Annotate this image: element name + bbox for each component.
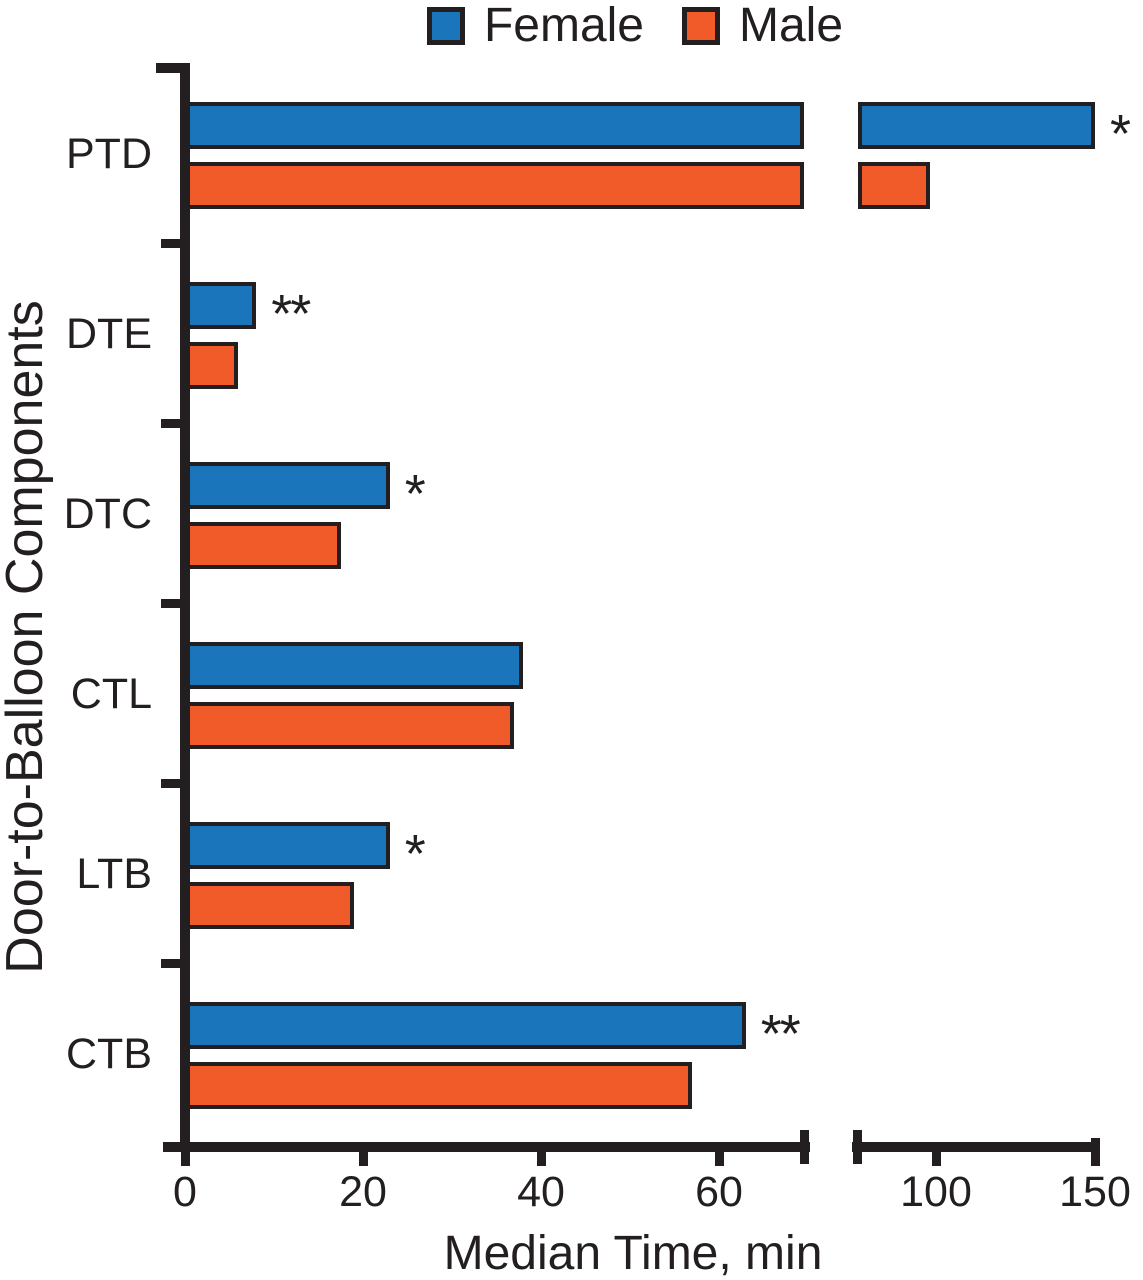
x-axis-line-segment1 [163, 1142, 810, 1152]
category-label-dtc: DTC [63, 490, 152, 538]
x-axis-tick-label: 150 [1059, 1168, 1131, 1216]
x-axis-tick-label: 100 [900, 1168, 972, 1216]
axis-break-cap-right [853, 1130, 862, 1164]
bar-ptd-female-continuation [858, 102, 1095, 149]
bar-dtc-male [186, 522, 341, 569]
y-axis-group-tick [161, 959, 185, 968]
y-axis-group-tick [161, 419, 185, 428]
significance-annotation-ctb: ** [760, 1004, 801, 1064]
y-axis-group-tick [161, 599, 185, 608]
x-axis-tick-label: 60 [695, 1168, 743, 1216]
x-axis-tick [180, 1152, 190, 1166]
legend: Female Male [130, 0, 1140, 52]
bar-ptd-female [186, 102, 804, 149]
bar-dte-male [186, 342, 239, 389]
x-axis-title: Median Time, min [443, 1227, 823, 1280]
legend-swatch-female-icon [426, 7, 465, 45]
legend-swatch-male-icon [682, 7, 720, 45]
category-label-ltb: LTB [76, 850, 152, 898]
legend-item-female: Female [426, 0, 644, 52]
x-axis-line-segment2 [852, 1142, 1100, 1152]
legend-label-female: Female [483, 0, 644, 52]
x-axis-tick [536, 1152, 546, 1166]
category-label-ctl: CTL [70, 670, 152, 718]
bar-ctl-female [186, 642, 524, 689]
y-axis-line [180, 63, 190, 1152]
significance-annotation-dtc: * [404, 464, 426, 524]
y-axis-group-tick [161, 779, 185, 788]
category-label-dte: DTE [66, 310, 152, 358]
bar-ctb-male [186, 1062, 693, 1109]
significance-annotation-ptd: * [1110, 104, 1131, 164]
x-axis-tick [1090, 1152, 1100, 1166]
bar-dtc-female [186, 462, 390, 509]
x-axis-tick-label: 0 [173, 1168, 197, 1216]
bar-ctl-male [186, 702, 515, 749]
category-label-ctb: CTB [66, 1030, 152, 1078]
significance-annotation-ltb: * [404, 824, 426, 884]
bar-ltb-female [186, 822, 390, 869]
x-axis-end-cap [1091, 1138, 1100, 1156]
bar-ptd-male [186, 162, 804, 209]
y-axis-group-tick [161, 239, 185, 248]
bar-ctb-female [186, 1002, 746, 1049]
axis-break-cap-left [800, 1130, 809, 1164]
y-axis-title: Door-to-Balloon Components [0, 300, 54, 974]
category-label-ptd: PTD [66, 130, 152, 178]
x-axis-tick-label: 20 [339, 1168, 387, 1216]
legend-label-male: Male [739, 0, 844, 52]
x-axis-tick [358, 1152, 368, 1166]
y-axis-top-cap [156, 63, 190, 73]
x-axis-tick-label: 40 [517, 1168, 565, 1216]
significance-annotation-dte: ** [271, 284, 311, 344]
bar-dte-female [186, 282, 257, 329]
x-axis-tick [931, 1152, 941, 1166]
bar-ptd-male-continuation [858, 162, 930, 209]
bar-ltb-male [186, 882, 355, 929]
x-axis-tick [714, 1152, 724, 1166]
legend-item-male: Male [682, 1, 843, 51]
